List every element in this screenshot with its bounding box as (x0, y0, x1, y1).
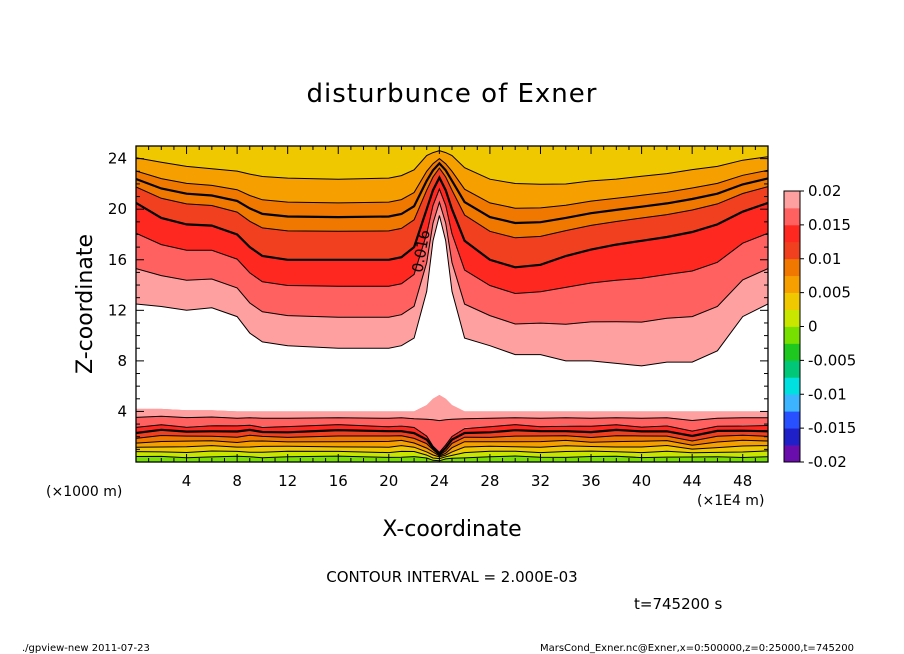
contour-band (136, 435, 768, 456)
colorbar-tick-label: 0 (808, 318, 818, 336)
footer-right: MarsCond_Exner.nc@Exner,x=0:500000,z=0:2… (540, 643, 854, 654)
colorbar-tick-label: -0.005 (808, 351, 856, 369)
colorbar-swatch (784, 377, 800, 395)
colorbar-swatch (784, 224, 800, 243)
contour-line (136, 157, 768, 209)
contour-band (136, 429, 768, 456)
contour-line (136, 415, 768, 422)
contour-line (136, 450, 768, 460)
colorbar-swatch (784, 191, 800, 209)
footer-left: ./gpview-new 2011-07-23 (22, 643, 150, 654)
x-tick-label: 28 (480, 472, 499, 490)
colorbar-swatch (784, 428, 800, 446)
y-axis-ticks: 4 8 12 16 20 24 (108, 150, 768, 450)
x-tick-label: 4 (182, 472, 192, 490)
y-tick-label: 12 (108, 301, 127, 319)
colorbar-swatch (784, 411, 800, 429)
colorbar-swatch (784, 275, 800, 294)
x-unit-left: (×1000 m) (46, 484, 122, 500)
colorbar-swatch (784, 394, 800, 412)
contour-line (136, 150, 768, 185)
colorbar-swatch (784, 445, 800, 463)
x-axis-label: X-coordinate (382, 517, 521, 542)
contour-band (136, 202, 768, 366)
colorbar-swatch (784, 258, 800, 277)
contour-band (136, 177, 768, 294)
contour-band (136, 189, 768, 325)
colorbar-tick-label: 0.015 (808, 216, 851, 234)
y-tick-label: 20 (108, 200, 127, 218)
contour-line (136, 428, 768, 456)
colorbar-swatch (784, 241, 800, 260)
colorbar: 0.02 0.015 0.01 0.005 0 -0.005 -0.01 -0.015 -0.0… (783, 182, 856, 471)
colorbar-tick-label: 0.005 (808, 284, 851, 302)
contour-line (136, 434, 768, 456)
colorbar-swatch (784, 343, 800, 361)
x-tick-label: 8 (232, 472, 242, 490)
contour-line (136, 424, 768, 454)
colorbar-swatch (784, 292, 800, 310)
contour-band (136, 158, 768, 238)
x-axis-ticks: 4 8 12 16 20 24 28 32 36 40 44 48 (148, 146, 756, 490)
contour-line (136, 215, 768, 367)
colorbar-tick-label: 0.01 (808, 250, 841, 268)
x-tick-label: 20 (379, 472, 398, 490)
x-tick-label: 48 (733, 472, 752, 490)
colorbar-swatch (784, 360, 800, 378)
contour-band (136, 395, 768, 452)
contour-band (136, 150, 768, 209)
contour-line (136, 439, 768, 457)
colorbar-swatch (784, 309, 800, 327)
time-label: t=745200 s (634, 595, 722, 613)
colorbar-tick-label: -0.015 (808, 419, 856, 437)
contour-line (136, 200, 768, 325)
y-tick-label: 4 (117, 402, 127, 420)
contour-line (136, 444, 768, 458)
x-tick-label: 24 (430, 472, 449, 490)
contour-band (136, 168, 768, 268)
colorbar-tick-label: 0.02 (808, 182, 841, 200)
x-tick-label: 12 (278, 472, 297, 490)
x-tick-label: 40 (632, 472, 651, 490)
x-tick-label: 32 (531, 472, 550, 490)
contour-line (136, 455, 768, 462)
colorbar-swatch (784, 326, 800, 344)
colorbar-tick-label: -0.02 (808, 453, 847, 471)
colorbar-tick-label: -0.01 (808, 385, 847, 403)
contour-line (136, 161, 768, 225)
x-unit-right: (×1E4 m) (697, 493, 764, 509)
x-tick-label: 36 (581, 472, 600, 490)
contour-interval: CONTOUR INTERVAL = 2.000E-03 (326, 568, 577, 586)
x-tick-label: 16 (329, 472, 348, 490)
chart-title: disturbunce of Exner (307, 79, 598, 109)
y-axis-label: Z-coordinate (73, 234, 98, 374)
x-tick-label: 44 (683, 472, 702, 490)
y-tick-label: 16 (108, 251, 127, 269)
contour-band (136, 440, 768, 457)
contour-band (136, 395, 768, 421)
contour-line (136, 187, 768, 295)
y-tick-label: 8 (117, 352, 127, 370)
contour-line (136, 167, 768, 239)
contour-band (136, 146, 768, 185)
colorbar-swatch (784, 207, 800, 226)
contour-plot (136, 146, 768, 462)
contour-line (136, 175, 768, 269)
y-tick-label: 24 (108, 150, 127, 168)
